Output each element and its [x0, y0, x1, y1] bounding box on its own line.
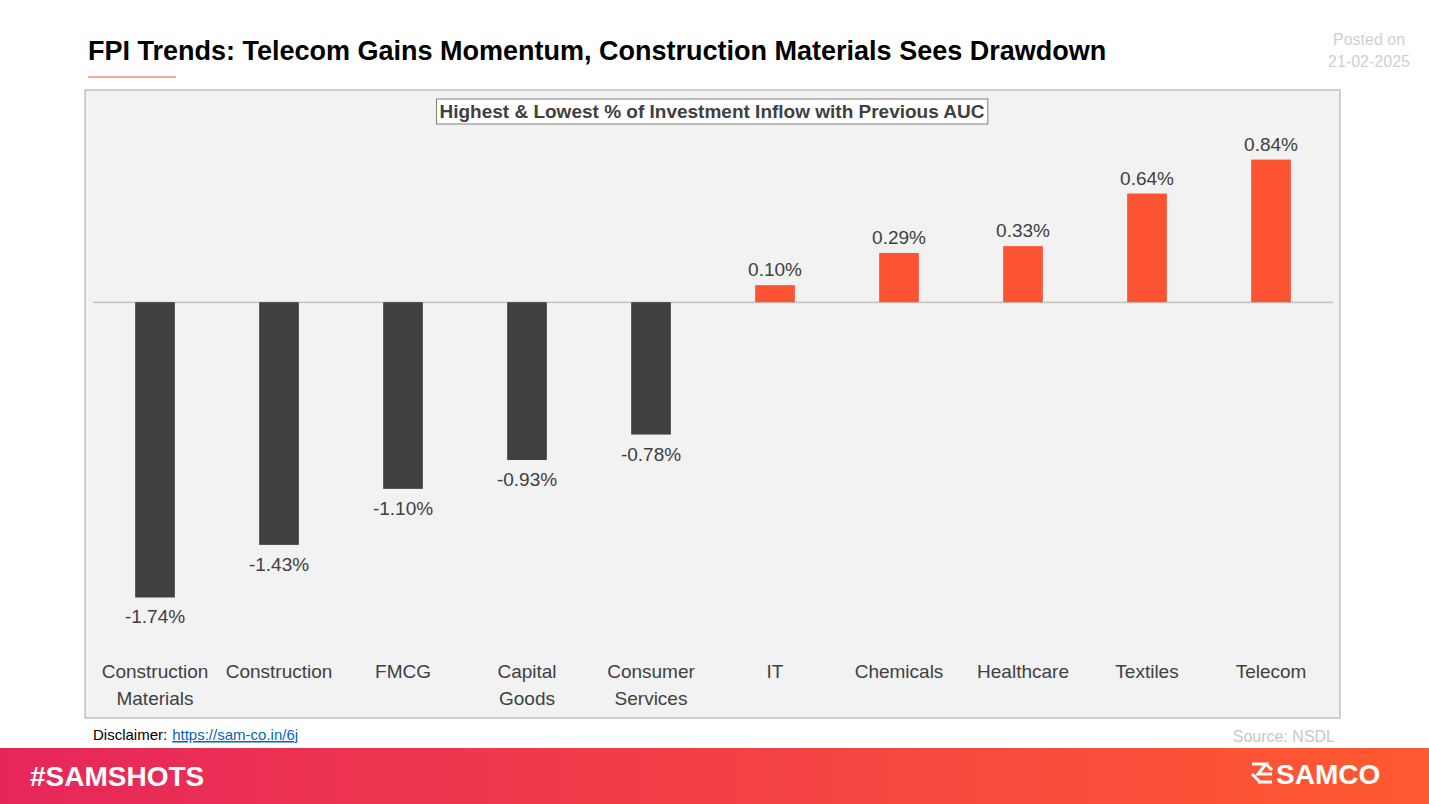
data-label: 0.29%	[872, 227, 926, 248]
bar	[631, 302, 671, 434]
x-tick-label-line: Consumer	[607, 661, 695, 682]
x-tick-label-line: Capital	[497, 661, 556, 682]
x-tick: Healthcare	[977, 302, 1069, 681]
x-axis: Construction Materials Construction FMCG Cap…	[94, 302, 1334, 708]
data-label: -0.93%	[497, 469, 557, 490]
x-tick-label-line: IT	[767, 661, 784, 682]
data-label: 0.84%	[1244, 134, 1298, 155]
posted-label: Posted on	[1333, 31, 1405, 48]
x-tick-label: IT	[767, 661, 784, 682]
x-tick-label-line: Healthcare	[977, 661, 1069, 682]
hashtag: #SAMSHOTS	[30, 761, 204, 792]
bar	[879, 253, 919, 302]
data-label: -1.74%	[125, 606, 185, 627]
x-tick: Construction	[226, 302, 333, 681]
bar	[507, 302, 547, 460]
data-label: 0.64%	[1120, 168, 1174, 189]
x-tick-label: FMCG	[375, 661, 431, 682]
data-label: -1.43%	[249, 554, 309, 575]
bar	[1127, 194, 1167, 303]
footer-band	[0, 748, 1429, 804]
disclaimer-link[interactable]: https://sam-co.in/6j	[172, 726, 298, 743]
x-tick-label-line: Goods	[499, 688, 555, 709]
x-tick-label: Construction	[226, 661, 333, 682]
x-tick-label: Healthcare	[977, 661, 1069, 682]
x-tick: Telecom	[1236, 302, 1307, 681]
x-tick-label-line: Materials	[116, 688, 193, 709]
x-tick: Chemicals	[855, 302, 944, 681]
bar	[1251, 160, 1291, 303]
disclaimer-label: Disclaimer:	[93, 726, 167, 743]
x-tick-label: Consumer Services	[607, 661, 695, 709]
data-label: -1.10%	[373, 498, 433, 519]
chart-canvas: FPI Trends: Telecom Gains Momentum, Cons…	[0, 0, 1429, 804]
bar	[383, 302, 423, 489]
x-tick: Textiles	[1115, 302, 1178, 681]
title-underline	[88, 77, 176, 78]
disclaimer: Disclaimer: https://sam-co.in/6j	[93, 726, 298, 743]
bar	[135, 302, 175, 597]
x-tick-label: Telecom	[1236, 661, 1307, 682]
brand-icon	[1252, 764, 1272, 782]
x-tick-label: Chemicals	[855, 661, 944, 682]
data-label: -0.78%	[621, 444, 681, 465]
bar	[259, 302, 299, 545]
x-tick-label-line: Construction	[226, 661, 333, 682]
x-tick-label: Textiles	[1115, 661, 1178, 682]
x-tick-label-line: Services	[615, 688, 688, 709]
data-label: 0.33%	[996, 220, 1050, 241]
subtitle: Highest & Lowest % of Investment Inflow …	[439, 101, 984, 122]
x-tick-label: Construction Materials	[102, 661, 209, 709]
x-tick: FMCG	[375, 302, 431, 681]
source: Source: NSDL	[1233, 728, 1335, 745]
x-tick-label-line: Textiles	[1115, 661, 1178, 682]
subtitle-box	[436, 99, 987, 124]
x-tick: Capital Goods	[497, 302, 556, 708]
plot-frame	[85, 90, 1340, 718]
title: FPI Trends: Telecom Gains Momentum, Cons…	[88, 36, 1106, 66]
x-tick-label-line: Construction	[102, 661, 209, 682]
x-tick-label: Capital Goods	[497, 661, 556, 709]
bar	[755, 285, 795, 302]
x-tick: IT	[767, 302, 784, 681]
data-label: 0.10%	[748, 259, 802, 280]
brand-logo	[1252, 764, 1272, 782]
data-labels: -1.74% -1.43% -1.10% -0.93% -0.78% 0.10% 0.29%…	[125, 134, 1298, 628]
x-tick-label-line: Telecom	[1236, 661, 1307, 682]
posted-date: 21-02-2025	[1328, 53, 1410, 70]
x-tick-label-line: FMCG	[375, 661, 431, 682]
bars	[135, 160, 1291, 598]
brand: SAMCO	[1276, 759, 1380, 790]
x-tick: Construction Materials	[102, 302, 209, 708]
x-tick-label-line: Chemicals	[855, 661, 944, 682]
bar	[1003, 246, 1043, 302]
x-tick: Consumer Services	[607, 302, 695, 708]
